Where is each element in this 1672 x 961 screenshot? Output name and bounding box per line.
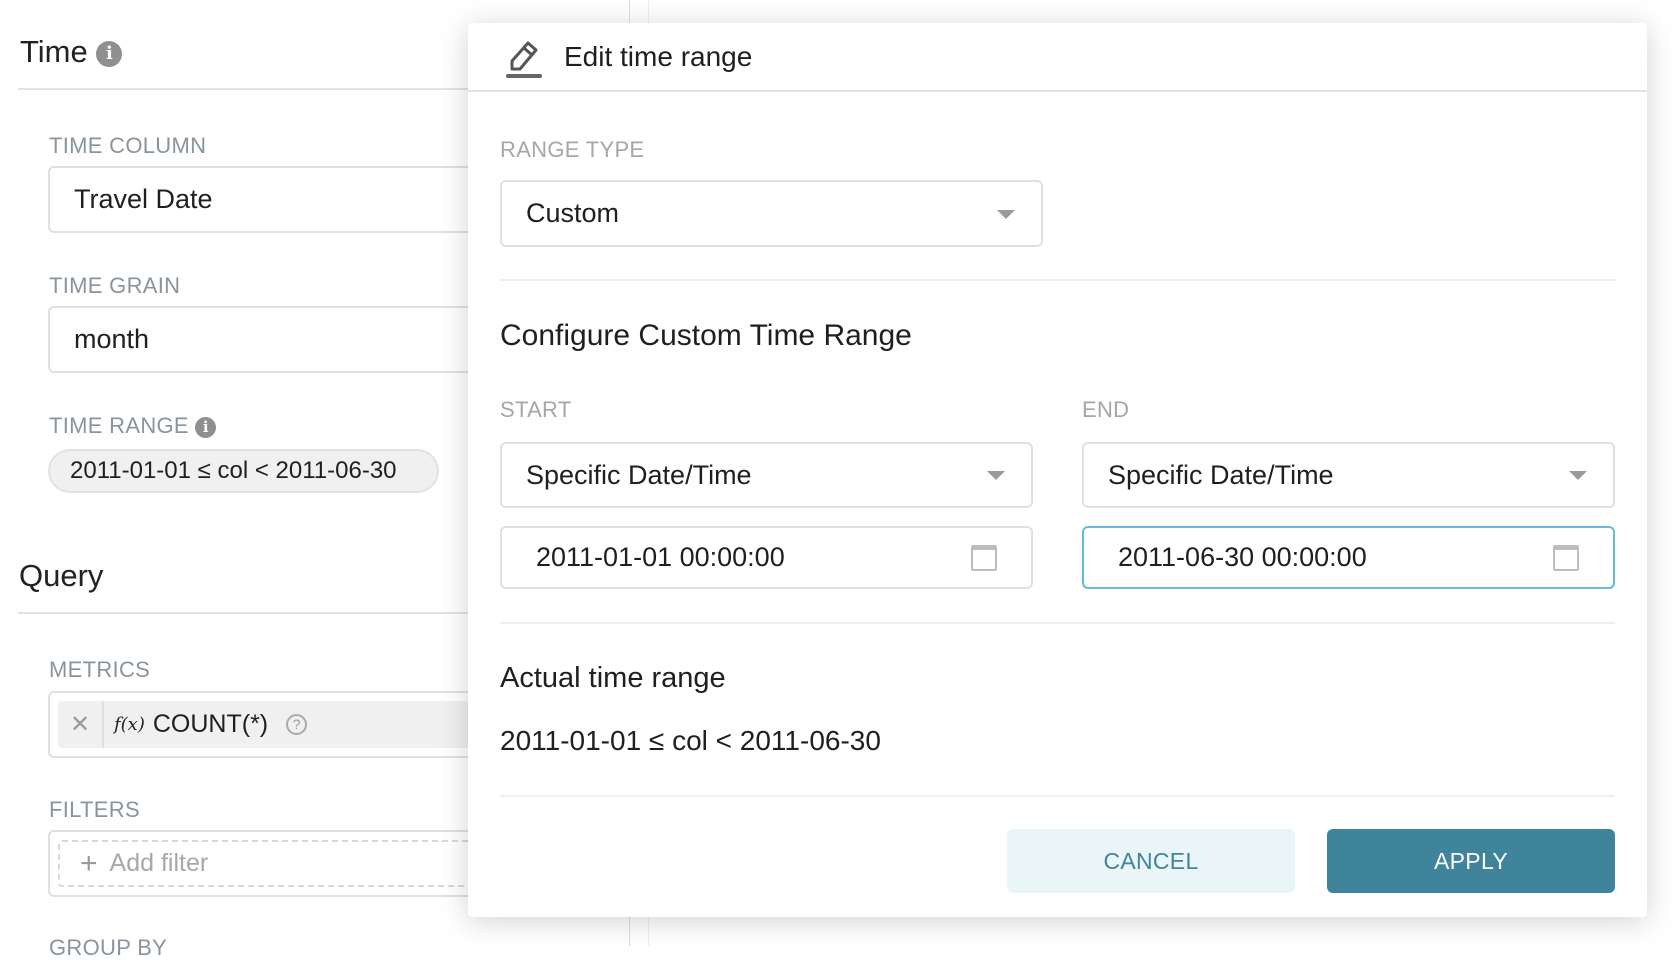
end-label: END — [1082, 397, 1130, 422]
actual-time-range-value: 2011-01-01 ≤ col < 2011-06-30 — [500, 725, 881, 756]
filters-label: FILTERS — [49, 797, 140, 822]
end-mode-select[interactable]: Specific Date/Time — [1082, 442, 1615, 508]
divider — [500, 622, 1615, 624]
configure-title: Configure Custom Time Range — [500, 319, 912, 352]
divider — [500, 279, 1615, 281]
add-filter-label: Add filter — [109, 849, 209, 877]
filters-box: + Add filter — [48, 830, 488, 897]
function-icon: f(x) — [114, 714, 145, 735]
start-datetime-value: 2011-01-01 00:00:00 — [536, 542, 785, 572]
info-icon[interactable]: i — [96, 40, 123, 67]
range-type-value: Custom — [526, 198, 620, 228]
end-datetime-value: 2011-06-30 00:00:00 — [1118, 542, 1367, 572]
query-section-title: Query — [19, 558, 104, 593]
time-grain-select[interactable]: month — [48, 306, 488, 373]
edit-icon — [504, 39, 544, 81]
start-mode-value: Specific Date/Time — [526, 459, 752, 490]
range-type-select[interactable]: Custom — [500, 180, 1043, 247]
divider — [18, 88, 478, 90]
start-label: START — [500, 397, 572, 422]
remove-metric-icon[interactable]: ✕ — [58, 701, 104, 748]
time-range-value: 2011-01-01 ≤ col < 2011-06-30 — [70, 457, 397, 484]
time-column-value: Travel Date — [74, 184, 213, 214]
time-range-label-text: TIME RANGE — [49, 413, 189, 438]
divider — [468, 90, 1647, 92]
add-filter-button[interactable]: + Add filter — [58, 840, 478, 887]
calendar-icon[interactable] — [971, 544, 997, 571]
time-grain-label: TIME GRAIN — [49, 273, 181, 298]
divider — [500, 795, 1615, 797]
chevron-down-icon — [997, 209, 1015, 219]
time-column-label: TIME COLUMN — [49, 133, 207, 158]
time-column-select[interactable]: Travel Date — [48, 166, 488, 233]
popover-title: Edit time range — [564, 41, 753, 72]
plus-icon: + — [80, 846, 98, 880]
help-icon[interactable]: ? — [286, 714, 308, 735]
metric-label[interactable]: COUNT(*) — [152, 710, 269, 738]
start-mode-select[interactable]: Specific Date/Time — [500, 442, 1033, 508]
time-range-label: TIME RANGE i — [49, 413, 217, 439]
metrics-box[interactable]: ✕ f(x) COUNT(*) ? — [48, 691, 488, 758]
chevron-down-icon — [1569, 471, 1587, 480]
time-section-title: Time i — [20, 34, 123, 70]
group-by-label: GROUP BY — [49, 935, 168, 960]
cancel-button[interactable]: CANCEL — [1007, 829, 1295, 893]
apply-button[interactable]: APPLY — [1327, 829, 1615, 893]
time-range-pill[interactable]: 2011-01-01 ≤ col < 2011-06-30 — [48, 449, 439, 493]
chevron-down-icon — [987, 471, 1005, 480]
info-icon[interactable]: i — [195, 416, 217, 438]
time-title: Time — [20, 34, 88, 69]
end-mode-value: Specific Date/Time — [1108, 459, 1334, 490]
divider — [18, 612, 478, 614]
edit-time-range-popover: Edit time range RANGE TYPE Custom Config… — [468, 23, 1647, 917]
start-datetime-input[interactable]: 2011-01-01 00:00:00 — [500, 526, 1033, 589]
metrics-label: METRICS — [49, 657, 151, 682]
range-type-label: RANGE TYPE — [500, 137, 645, 162]
calendar-icon[interactable] — [1553, 544, 1579, 571]
actual-time-range-title: Actual time range — [500, 662, 726, 694]
end-datetime-input[interactable]: 2011-06-30 00:00:00 — [1082, 526, 1615, 589]
time-grain-value: month — [74, 324, 150, 354]
